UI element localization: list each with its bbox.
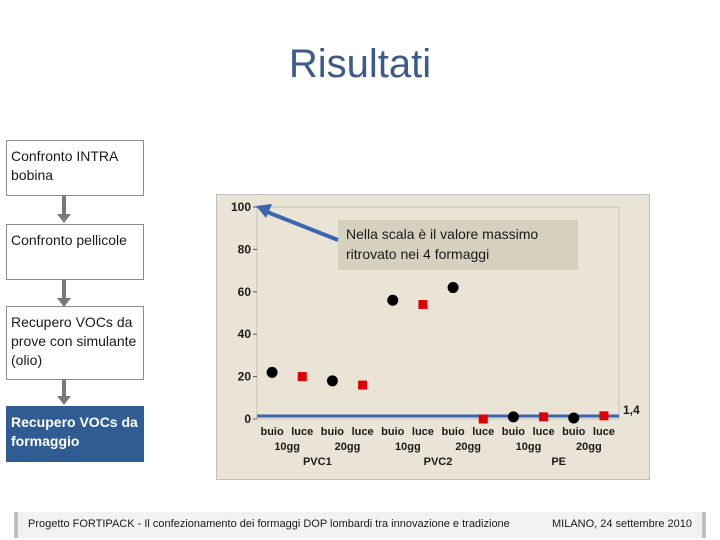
- x-group-label: PE: [551, 456, 566, 468]
- step-recupero-vocs-formaggio: Recupero VOCs da formaggio: [6, 406, 144, 462]
- step-connector: [62, 380, 66, 400]
- y-tick-label: 0: [244, 412, 251, 426]
- slide-title: Risultati: [288, 42, 432, 86]
- step-connector: [62, 280, 66, 300]
- x-tick-label: buio: [502, 426, 525, 438]
- data-point-buio: [387, 294, 399, 306]
- x-time-label: 20gg: [576, 441, 602, 453]
- data-point-buio: [447, 282, 459, 294]
- y-tick-label: 20: [238, 370, 252, 384]
- data-point-luce: [478, 414, 488, 424]
- x-tick-label: buio: [321, 426, 344, 438]
- x-time-label: 10gg: [395, 441, 421, 453]
- footer-project-text: Progetto FORTIPACK - Il confezionamento …: [28, 518, 510, 530]
- data-point-buio: [266, 366, 278, 378]
- data-point-buio: [507, 411, 519, 423]
- x-tick-label: buio: [381, 426, 404, 438]
- x-time-label: 20gg: [335, 441, 361, 453]
- y-tick-label: 80: [238, 242, 252, 256]
- y-tick-label: 60: [238, 285, 252, 299]
- step-recupero-vocs-simulante: Recupero VOCs da prove con simulante (ol…: [6, 306, 144, 380]
- step-confronto-pellicole: Confronto pellicole: [6, 224, 144, 280]
- x-tick-label: luce: [412, 426, 434, 438]
- data-point-luce: [297, 372, 307, 382]
- footer-bar: Progetto FORTIPACK - Il confezionamento …: [14, 512, 706, 538]
- step-confronto-intra-bobina: Confronto INTRA bobina: [6, 140, 144, 196]
- x-tick-label: luce: [472, 426, 494, 438]
- data-point-luce: [539, 412, 549, 422]
- data-point-buio: [568, 412, 580, 424]
- step-connector-arrowhead: [57, 214, 71, 223]
- y-tick-label: 40: [238, 327, 252, 341]
- x-time-label: 10gg: [274, 441, 300, 453]
- data-point-luce: [358, 380, 368, 390]
- reference-line-label: 1,4: [623, 403, 640, 417]
- x-tick-label: luce: [291, 426, 313, 438]
- footer-date-text: MILANO, 24 settembre 2010: [551, 518, 692, 530]
- data-point-buio: [326, 375, 338, 387]
- x-tick-label: luce: [352, 426, 374, 438]
- x-time-label: 10gg: [516, 441, 542, 453]
- step-connector-arrowhead: [57, 298, 71, 307]
- x-time-label: 20gg: [455, 441, 481, 453]
- chart-callout: Nella scala è il valore massimo ritrovat…: [338, 220, 578, 270]
- plot-frame: [256, 206, 620, 420]
- data-point-luce: [599, 411, 609, 421]
- step-connector-arrowhead: [57, 396, 71, 405]
- x-group-label: PVC1: [303, 456, 332, 468]
- y-tick-label: 100: [231, 200, 251, 214]
- step-connector: [62, 196, 66, 216]
- x-tick-label: luce: [593, 426, 615, 438]
- data-point-luce: [418, 300, 428, 310]
- x-tick-label: luce: [533, 426, 555, 438]
- x-tick-label: buio: [441, 426, 464, 438]
- x-tick-label: buio: [562, 426, 585, 438]
- x-group-label: PVC2: [424, 456, 453, 468]
- x-tick-label: buio: [260, 426, 283, 438]
